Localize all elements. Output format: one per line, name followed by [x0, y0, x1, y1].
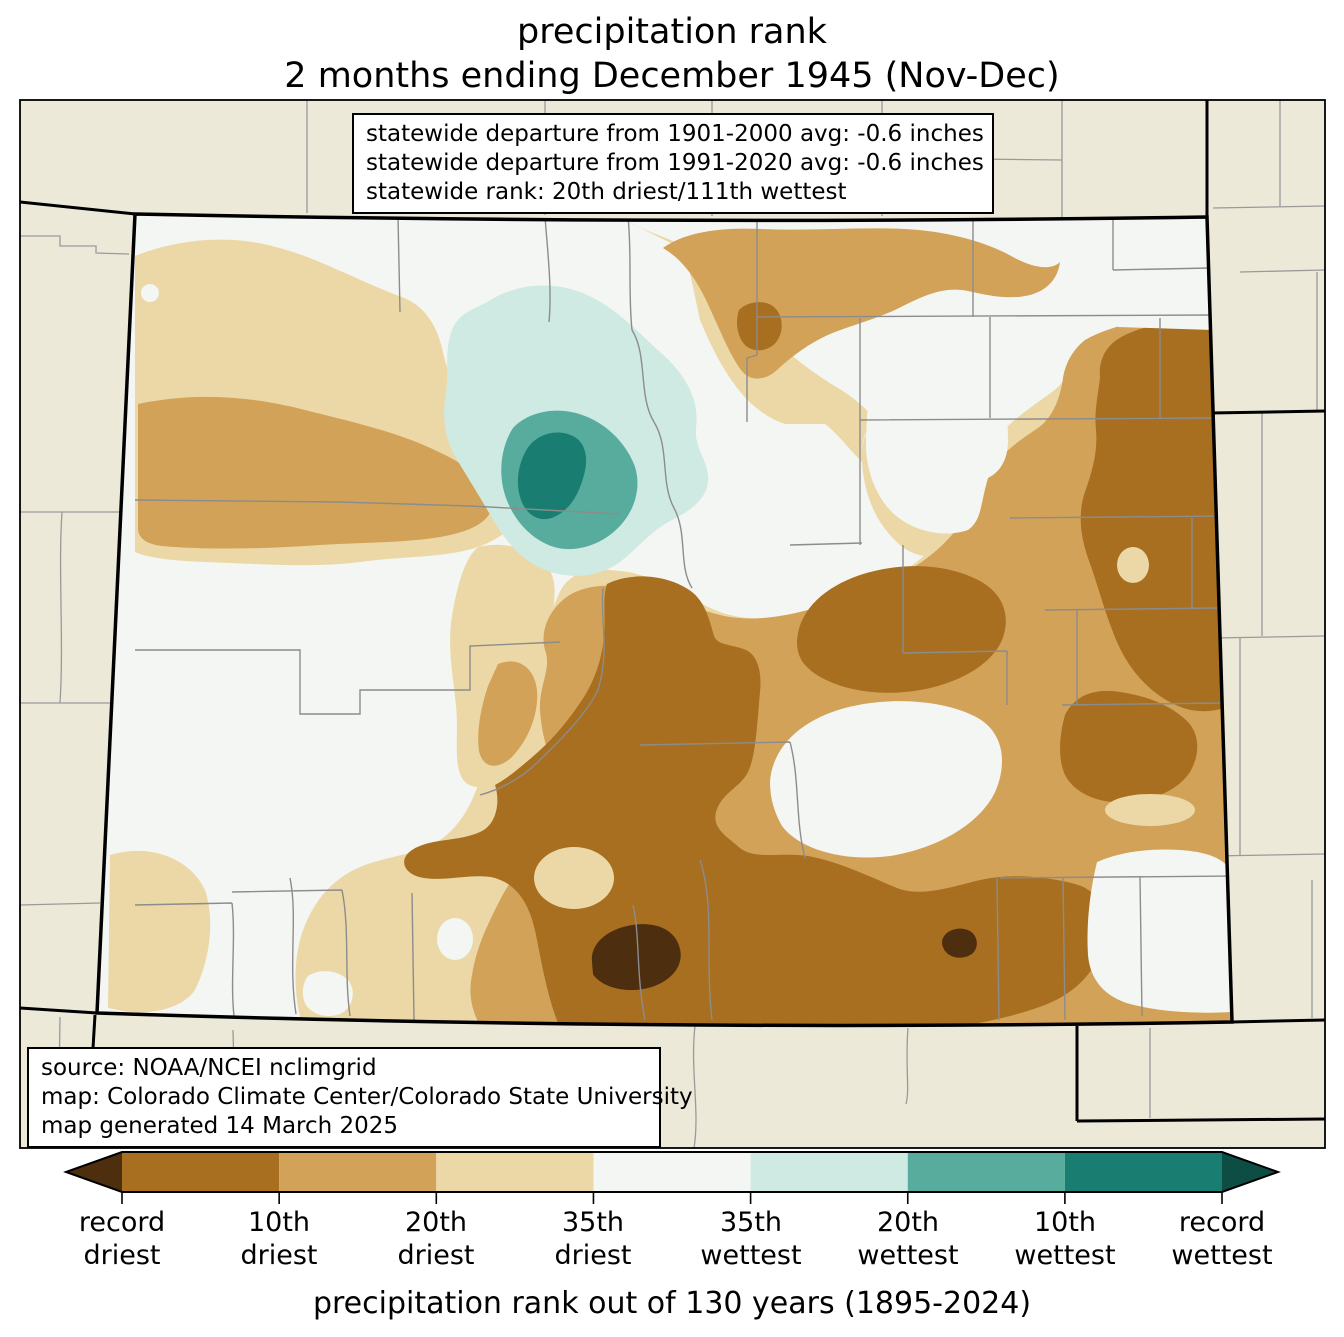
colorbar-ticks	[121, 1192, 1223, 1204]
region-10th-driest-top-spot	[737, 302, 782, 351]
colorado-county-lines	[134, 216, 1232, 1021]
map-frame	[19, 99, 1326, 1149]
colorbar-seg-35th-driest	[436, 1152, 594, 1192]
source-line-1: source: NOAA/NCEI nclimgrid	[41, 1055, 377, 1081]
region-normal-ne-corner	[1113, 214, 1213, 330]
region-normal-sw-oval	[437, 918, 473, 960]
precipitation-rank-regions	[108, 214, 1232, 1026]
page-title: precipitation rank 2 months ending Decem…	[0, 10, 1344, 98]
region-normal-nw-dot	[141, 284, 159, 302]
statewide-stats-box: statewide departure from 1901-2000 avg: …	[352, 113, 994, 214]
legend-label-20th-driest: 20th driest	[397, 1207, 475, 1271]
colorbar-arrow-record-wettest	[1222, 1152, 1278, 1192]
legend-label-10th-driest: 10th driest	[240, 1207, 318, 1271]
region-20th-driest-nw-core	[138, 396, 493, 549]
colorado-state-border	[95, 212, 1234, 1028]
legend-label-record-driest: record driest	[78, 1207, 166, 1271]
colorbar-seg-20th-wettest	[907, 1152, 1065, 1192]
region-normal-sw-blob	[302, 971, 353, 1017]
colorbar-seg-35th-wettest	[750, 1152, 908, 1192]
legend-label-record-wettest: record wettest	[1171, 1207, 1273, 1271]
legend-label-20th-wettest: 20th wettest	[857, 1207, 959, 1271]
legend-label-10th-wettest: 10th wettest	[1014, 1207, 1116, 1271]
region-10th-wettest	[517, 432, 587, 520]
colorbar-seg-20th-driest	[279, 1152, 437, 1192]
colorbar-caption: precipitation rank out of 130 years (189…	[312, 1286, 1032, 1321]
region-10th-driest-center-east	[797, 566, 1006, 693]
legend-label-35th-driest: 35th driest	[554, 1207, 632, 1271]
source-line-2: map: Colorado Climate Center/Colorado St…	[41, 1084, 693, 1110]
region-record-driest-spot	[941, 928, 977, 958]
stats-line-2: statewide departure from 1991-2020 avg: …	[366, 150, 984, 176]
region-35th-driest-spot-east	[1117, 547, 1149, 583]
region-35th-driest-spot-south	[534, 847, 614, 909]
region-35th-driest-sw	[108, 850, 211, 1013]
title-line-2: 2 months ending December 1945 (Nov-Dec)	[284, 56, 1060, 96]
region-35th-driest-spot-east2	[1105, 794, 1195, 826]
stats-line-3: statewide rank: 20th driest/111th wettes…	[366, 179, 847, 205]
colorbar-seg-near-normal	[593, 1152, 751, 1192]
region-10th-driest-central-south	[404, 576, 1106, 1026]
region-20th-driest-corridor	[478, 661, 538, 766]
colorbar-seg-10th-driest	[122, 1152, 280, 1192]
colorbar	[63, 1151, 1281, 1204]
region-normal-se-corner	[1087, 849, 1232, 1013]
colorbar-arrow-record-driest	[66, 1152, 122, 1192]
source-line-3: map generated 14 March 2025	[41, 1113, 399, 1139]
region-normal-morgan	[865, 315, 1008, 534]
stats-line-1: statewide departure from 1901-2000 avg: …	[366, 121, 984, 147]
source-attribution-box: source: NOAA/NCEI nclimgrid map: Colorad…	[27, 1047, 693, 1148]
region-10th-driest-east-lower	[1060, 690, 1198, 803]
region-record-driest-main	[591, 924, 681, 991]
title-line-1: precipitation rank	[517, 12, 827, 52]
colorbar-seg-10th-wettest	[1064, 1152, 1222, 1192]
legend-label-35th-wettest: 35th wettest	[700, 1207, 802, 1271]
region-normal-center-oval	[770, 701, 1002, 858]
